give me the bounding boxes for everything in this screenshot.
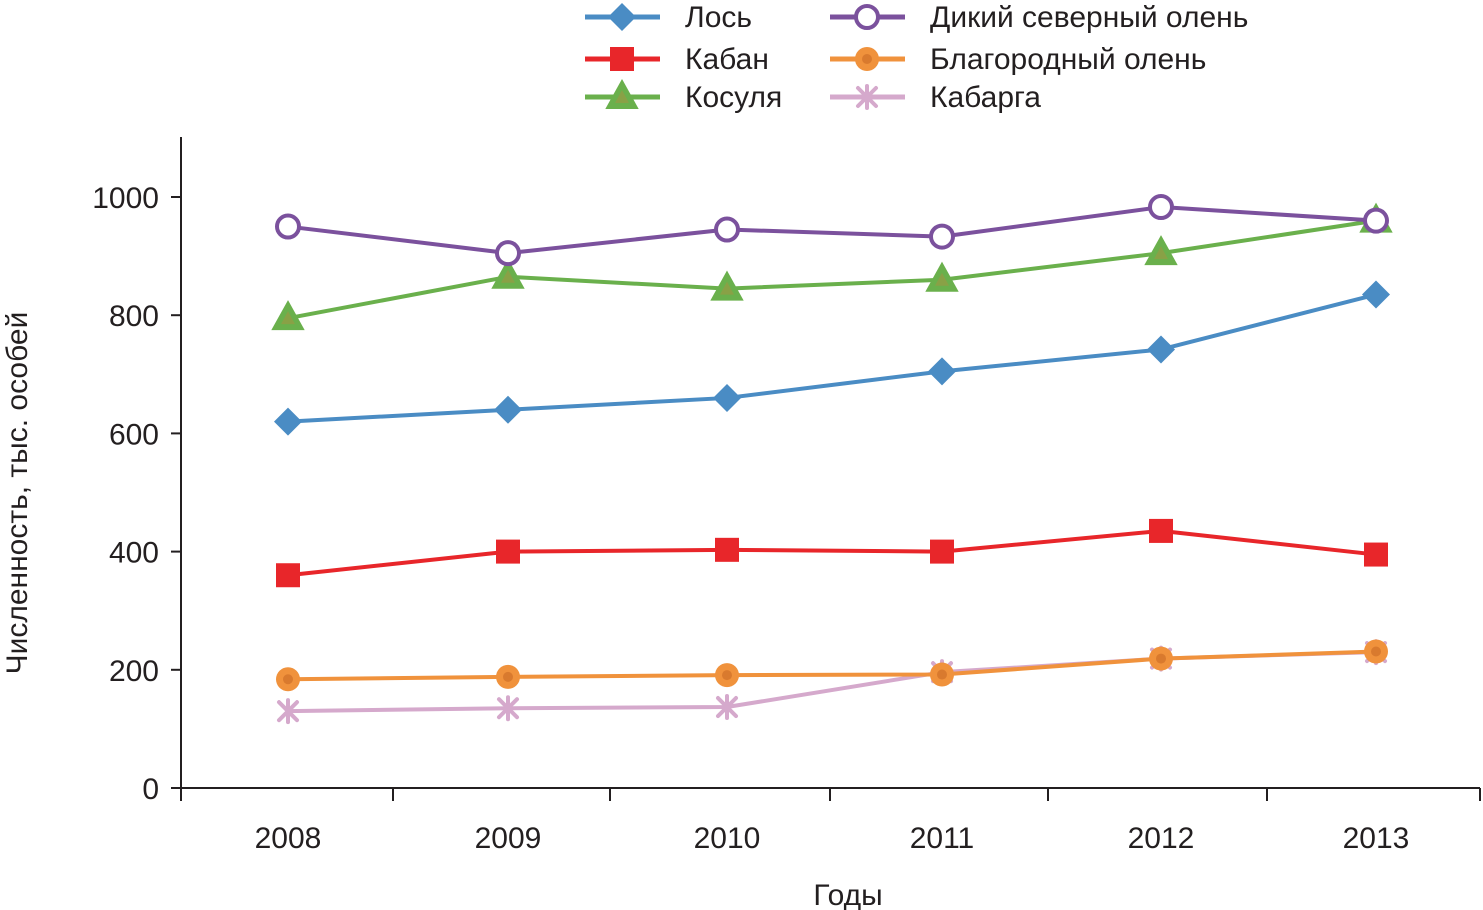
legend-label: Кабарга: [930, 81, 1041, 114]
y-ticks: 0 200 400 600 800 1000: [92, 182, 181, 806]
legend-item: Дикий северный олень: [830, 1, 1248, 34]
series-4-line: [287, 649, 1377, 682]
series-3-points: [275, 194, 1389, 267]
series-2-points: [271, 202, 1393, 331]
y-tick-label: 0: [142, 773, 159, 806]
series-0-point: [1147, 335, 1175, 364]
legend-swatch-marker-inner: [615, 90, 629, 103]
legend: Лось Кабан Косуля Дикий северный олень Благо…: [585, 1, 1248, 114]
series-lines: [287, 205, 1377, 714]
series-3-point: [1148, 194, 1174, 221]
legend-swatch-marker: [610, 47, 634, 71]
series-3-point: [275, 213, 301, 240]
series-3-point: [495, 240, 521, 267]
series-1-point: [276, 563, 300, 588]
series-3-point: [714, 216, 740, 243]
series-5-point: [497, 695, 519, 722]
legend-label: Кабан: [685, 43, 769, 76]
series-0-point: [494, 395, 522, 424]
series-2-point-inner: [935, 272, 949, 286]
y-tick-label: 200: [109, 655, 159, 688]
series-1-point: [496, 539, 520, 564]
legend-item: Кабан: [585, 43, 769, 76]
x-tick-label: 2013: [1343, 822, 1410, 855]
series-5-point: [716, 694, 738, 721]
x-tick-label: 2010: [694, 822, 761, 855]
legend-swatch-marker: [856, 84, 878, 110]
legend-label: Косуля: [685, 81, 782, 114]
x-axis-title: Годы: [813, 879, 882, 910]
x-tick-label: 2008: [255, 822, 322, 855]
series-0-point: [713, 383, 741, 412]
legend-swatch-marker: [608, 3, 636, 31]
x-tick-label: 2011: [910, 822, 975, 855]
legend-swatch-marker: [854, 4, 880, 30]
series-1-line: [287, 528, 1377, 578]
series-2-line: [287, 218, 1377, 321]
series-4-points: [276, 639, 1388, 692]
series-1-points: [276, 518, 1388, 588]
series-4-point-inner: [503, 671, 513, 682]
series-4-point-inner: [1156, 653, 1166, 664]
legend-item: Кабарга: [830, 81, 1041, 114]
series-2-point-inner: [1154, 246, 1168, 260]
series-4-point-inner: [937, 669, 947, 680]
legend-label: Благородный олень: [930, 43, 1206, 76]
y-tick-label: 800: [109, 300, 159, 333]
series-markers: [271, 194, 1393, 725]
series-2-point-inner: [720, 281, 734, 295]
series-0-point: [1362, 280, 1390, 309]
series-4-point-inner: [283, 674, 293, 685]
series-2-point-inner: [501, 269, 515, 283]
y-tick-label: 600: [109, 418, 159, 451]
y-tick-label: 1000: [92, 182, 159, 215]
series-4-point-inner: [1371, 646, 1381, 657]
legend-swatch-marker-inner: [862, 54, 872, 64]
legend-item: Благородный олень: [830, 43, 1206, 76]
legend-item: Косуля: [585, 78, 782, 114]
series-0-point: [928, 357, 956, 386]
series-5-line: [287, 650, 1377, 714]
series-3-point: [1363, 207, 1389, 234]
series-5-point: [277, 698, 299, 725]
series-0-line: [287, 292, 1377, 424]
legend-item: Лось: [585, 1, 752, 34]
x-ticks: 2008 2009 2010 2011 2012 2013: [180, 788, 1481, 855]
series-1-point: [1364, 542, 1388, 567]
series-3-point: [929, 223, 955, 250]
legend-label: Дикий северный олень: [930, 1, 1248, 34]
series-1-point: [930, 539, 954, 564]
x-tick-label: 2009: [475, 822, 542, 855]
y-axis-title: Численность, тыс. особей: [1, 312, 34, 675]
series-4-point-inner: [722, 670, 732, 681]
y-tick-label: 400: [109, 537, 159, 570]
series-1-point: [715, 537, 739, 562]
series-3-line: [287, 205, 1377, 256]
legend-label: Лось: [685, 1, 752, 34]
series-0-point: [274, 407, 302, 436]
series-2-point-inner: [281, 311, 295, 325]
series-1-point: [1149, 518, 1173, 543]
x-tick-label: 2012: [1128, 822, 1195, 855]
series-0-points: [274, 280, 1390, 436]
